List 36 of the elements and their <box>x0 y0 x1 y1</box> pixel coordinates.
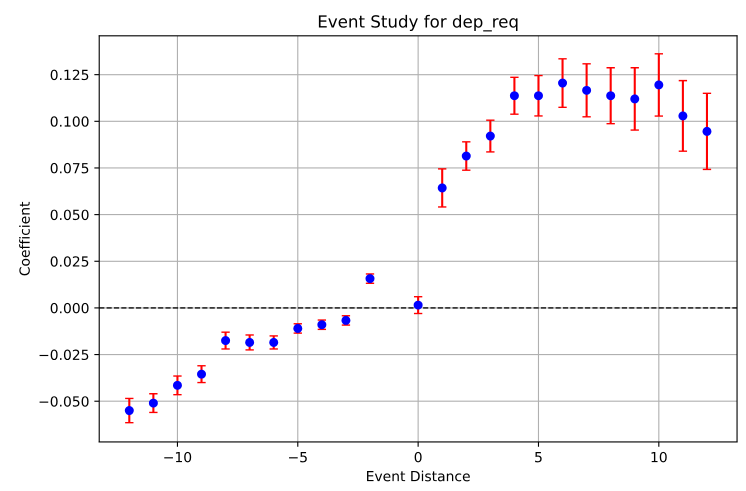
point <box>630 94 640 104</box>
y-axis-title: Coefficient <box>19 202 30 276</box>
point <box>510 91 519 100</box>
point <box>654 80 664 90</box>
point <box>124 406 134 416</box>
y-tick-label: 0.050 <box>50 210 89 220</box>
x-tick-label: 5 <box>535 452 542 462</box>
x-tick-label: 0 <box>414 452 422 462</box>
x-axis-title: Event Distance <box>367 470 470 482</box>
y-tick-label: 0.125 <box>50 70 88 80</box>
point <box>606 91 616 100</box>
point <box>462 152 471 161</box>
point <box>245 338 254 347</box>
y-tick-label: 0.025 <box>50 256 88 267</box>
point <box>438 183 447 192</box>
y-tick-label: −0.050 <box>40 396 89 407</box>
x-tick-label: 10 <box>652 452 667 462</box>
point <box>678 111 688 120</box>
y-tick-label: 0.000 <box>50 302 89 314</box>
point <box>558 78 568 88</box>
point <box>196 370 206 379</box>
point <box>702 126 712 136</box>
y-tick-label: 0.100 <box>50 116 89 127</box>
point <box>221 336 230 346</box>
point <box>534 91 543 100</box>
y-tick-label: 0.075 <box>50 162 88 174</box>
y-tick-label: −0.025 <box>40 350 88 360</box>
x-tick-label: −10 <box>164 452 192 462</box>
chart-title: Event Study for dep_req <box>318 14 518 32</box>
point <box>582 86 592 95</box>
point <box>486 132 495 141</box>
point <box>414 300 423 310</box>
point <box>172 380 182 390</box>
point <box>148 398 158 408</box>
x-tick-label: −5 <box>289 452 307 462</box>
point <box>269 338 278 347</box>
